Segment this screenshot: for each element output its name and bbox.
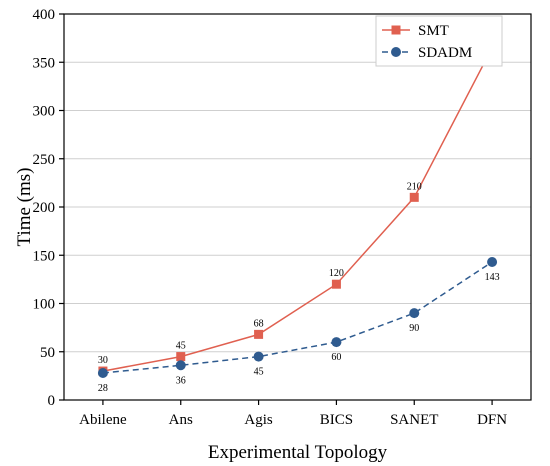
y-tick-label: 0	[48, 393, 56, 409]
data-label: 68	[254, 318, 264, 329]
x-tick-label: Agis	[244, 412, 273, 428]
y-axis-title: Time (ms)	[14, 167, 35, 246]
data-label: 120	[329, 268, 344, 279]
legend-item: SDADM	[382, 45, 472, 61]
data-point	[409, 308, 420, 319]
legend-label: SMT	[418, 23, 449, 39]
legend-marker	[391, 47, 401, 57]
y-tick-label: 150	[33, 248, 56, 264]
y-tick-label: 400	[33, 7, 56, 23]
data-point	[97, 367, 108, 378]
x-tick-label: Ans	[169, 412, 193, 428]
x-tick-label: DFN	[477, 412, 507, 428]
data-point	[253, 351, 264, 362]
data-label: 30	[98, 355, 108, 366]
data-label: 143	[485, 272, 500, 283]
series-line	[102, 47, 493, 372]
x-tick-label: SANET	[390, 412, 438, 428]
data-label: 45	[176, 341, 186, 352]
y-tick-label: 350	[33, 55, 56, 71]
x-axis-ticks: Abilene Ans Agis BICS SANET DFN	[79, 400, 507, 428]
series-line	[102, 261, 493, 374]
data-point	[331, 279, 341, 289]
data-label: 210	[407, 181, 422, 192]
data-label: 45	[254, 367, 264, 378]
y-tick-label: 300	[33, 104, 56, 120]
y-tick-label: 50	[40, 345, 55, 361]
legend-label: SDADM	[418, 45, 472, 61]
series-sdadm: 28 36 45 60 90 143	[97, 257, 500, 394]
y-tick-label: 250	[33, 152, 56, 168]
data-point	[487, 257, 498, 268]
legend-box	[375, 15, 503, 67]
data-label: 28	[98, 383, 108, 394]
data-label: 90	[409, 323, 419, 334]
y-axis-ticks: 0 50 100 150 200 250 300 350 400	[33, 7, 64, 409]
data-label: 36	[176, 375, 186, 386]
legend-marker	[391, 25, 401, 35]
legend-item: SMT	[382, 23, 449, 39]
x-tick-label: BICS	[320, 412, 353, 428]
x-tick-label: Abilene	[79, 412, 127, 428]
legend: SMT SDADM	[375, 15, 503, 67]
data-point	[254, 329, 264, 339]
y-tick-label: 200	[33, 200, 56, 216]
series-layer: 3045681202103652836456090143	[97, 32, 500, 394]
series-smt: 304568120210365	[98, 32, 500, 376]
data-point	[409, 192, 419, 202]
y-tick-label: 100	[33, 297, 56, 313]
data-point	[175, 360, 186, 371]
grid-lines	[64, 61, 531, 353]
data-point	[176, 352, 186, 362]
x-axis-title: Experimental Topology	[208, 442, 388, 463]
data-label: 60	[331, 352, 341, 363]
data-point	[331, 337, 342, 348]
